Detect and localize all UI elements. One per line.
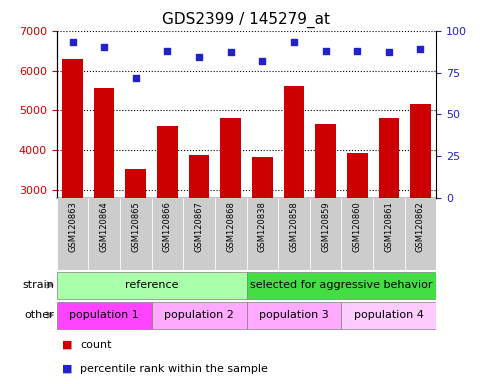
Point [353, 48, 361, 54]
Text: GSM120858: GSM120858 [289, 202, 298, 252]
Bar [57, 198, 88, 270]
Bar [183, 198, 215, 270]
Point [100, 45, 108, 51]
Text: population 2: population 2 [164, 310, 234, 320]
Text: GSM120860: GSM120860 [352, 202, 362, 252]
Title: GDS2399 / 145279_at: GDS2399 / 145279_at [163, 12, 330, 28]
Text: GSM120865: GSM120865 [131, 202, 141, 252]
Text: ■: ■ [62, 340, 72, 350]
Bar [246, 271, 436, 298]
Text: population 1: population 1 [70, 310, 139, 320]
Text: percentile rank within the sample: percentile rank within the sample [80, 364, 268, 374]
Bar [246, 198, 278, 270]
Point [195, 55, 203, 61]
Text: strain: strain [22, 280, 54, 290]
Text: GSM120863: GSM120863 [68, 202, 77, 252]
Text: GSM120868: GSM120868 [226, 202, 235, 252]
Bar [189, 156, 210, 310]
Point [258, 58, 266, 64]
Text: other: other [25, 310, 54, 320]
Bar [157, 126, 177, 310]
Point [417, 46, 424, 52]
Bar [278, 198, 310, 270]
Bar [316, 124, 336, 310]
Bar [373, 198, 405, 270]
Text: GSM120864: GSM120864 [100, 202, 108, 252]
Bar [120, 198, 152, 270]
Bar [379, 118, 399, 310]
Text: reference: reference [125, 280, 178, 290]
Text: GSM120838: GSM120838 [258, 202, 267, 252]
Bar [341, 198, 373, 270]
Bar [152, 301, 246, 328]
Bar [126, 169, 146, 310]
Bar [310, 198, 341, 270]
Text: count: count [80, 340, 112, 350]
Bar [283, 86, 304, 310]
Bar [62, 60, 83, 310]
Bar [405, 198, 436, 270]
Text: population 3: population 3 [259, 310, 329, 320]
Point [385, 50, 393, 56]
Text: GSM120859: GSM120859 [321, 202, 330, 252]
Text: GSM120861: GSM120861 [385, 202, 393, 252]
Text: GSM120867: GSM120867 [195, 202, 204, 252]
Point [321, 48, 329, 54]
Bar [410, 104, 431, 310]
Point [164, 48, 172, 54]
Point [227, 50, 235, 56]
Bar [57, 301, 152, 328]
Bar [215, 198, 246, 270]
Text: selected for aggressive behavior: selected for aggressive behavior [250, 280, 433, 290]
Text: population 4: population 4 [354, 310, 424, 320]
Text: GSM120862: GSM120862 [416, 202, 425, 252]
Text: GSM120866: GSM120866 [163, 202, 172, 252]
Point [290, 39, 298, 45]
Bar [246, 301, 341, 328]
Bar [347, 153, 367, 310]
Bar [94, 88, 114, 310]
Bar [57, 271, 246, 298]
Bar [252, 157, 273, 310]
Bar [220, 118, 241, 310]
Text: ■: ■ [62, 364, 72, 374]
Bar [341, 301, 436, 328]
Bar [152, 198, 183, 270]
Point [69, 39, 76, 45]
Point [132, 74, 140, 81]
Bar [88, 198, 120, 270]
